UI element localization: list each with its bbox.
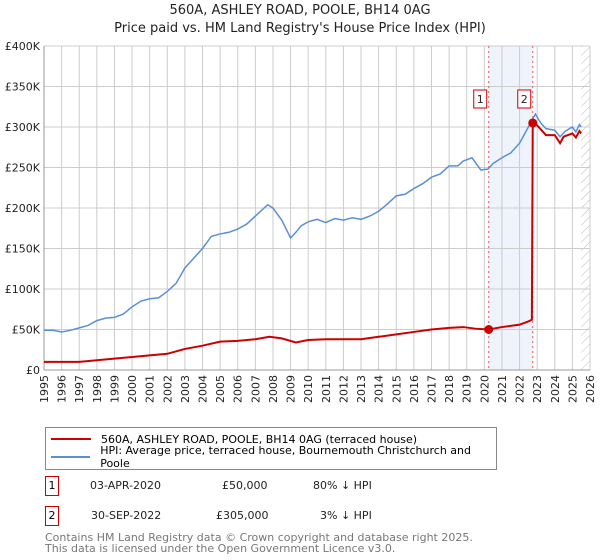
y-tick-label: £100K <box>5 283 41 296</box>
sale-label: 1 <box>477 93 484 106</box>
x-tick-label: 2017 <box>425 375 438 403</box>
legend: 560A, ASHLEY ROAD, POOLE, BH14 0AG (terr… <box>45 427 497 470</box>
footer-licence: This data is licensed under the Open Gov… <box>45 542 396 555</box>
price-paid-line <box>44 121 583 363</box>
chart-subtitle: Price paid vs. HM Land Registry's House … <box>114 21 486 36</box>
x-tick-label: 1999 <box>108 375 121 403</box>
sale-price: £305,000 <box>216 509 269 522</box>
y-tick-label: £350K <box>5 81 41 94</box>
sale-hpi-diff: 3% ↓ HPI <box>320 509 372 522</box>
y-tick-label: £400K <box>5 40 41 53</box>
x-tick-label: 2002 <box>161 375 174 403</box>
legend-label-property: 560A, ASHLEY ROAD, POOLE, BH14 0AG (terr… <box>101 432 418 446</box>
x-tick-label: 2012 <box>337 375 350 403</box>
y-tick-label: £250K <box>5 162 41 175</box>
x-tick-label: 2010 <box>302 375 315 403</box>
x-tick-label: 2006 <box>232 375 245 403</box>
x-tick-label: 2008 <box>267 375 280 403</box>
x-tick-label: 2022 <box>514 375 527 403</box>
y-tick-label: £0 <box>26 364 40 377</box>
legend-blue-line <box>51 456 91 458</box>
x-tick-label: 2024 <box>549 375 562 403</box>
sale-price: £50,000 <box>222 479 268 492</box>
x-tick-label: 2025 <box>566 375 579 403</box>
x-tick-label: 1998 <box>91 375 104 403</box>
legend-red-line <box>51 438 91 440</box>
x-tick-label: 2019 <box>461 375 474 403</box>
sale-label-box <box>473 89 488 109</box>
x-tick-label: 2007 <box>249 375 262 403</box>
x-tick-label: 2023 <box>531 375 544 403</box>
x-tick-label: 2009 <box>285 375 298 403</box>
sale-date: 03-APR-2020 <box>90 479 162 492</box>
x-tick-label: 2015 <box>390 375 403 403</box>
footer-copyright: Contains HM Land Registry data © Crown c… <box>45 531 473 544</box>
sale-point <box>484 325 494 334</box>
x-tick-label: 2000 <box>126 375 139 403</box>
sale-point <box>528 118 538 128</box>
y-tick-label: £50K <box>12 324 41 337</box>
sale-hpi-diff: 80% ↓ HPI <box>313 479 372 492</box>
x-tick-label: 1996 <box>56 375 69 403</box>
legend-label-hpi: HPI: Average price, terraced house, Bour… <box>100 444 471 470</box>
x-tick-label: 2004 <box>197 375 210 403</box>
sale-label: 2 <box>521 93 528 106</box>
x-tick-label: 2026 <box>584 375 597 403</box>
x-tick-label: 2016 <box>408 375 421 403</box>
x-tick-label: 2021 <box>496 375 509 403</box>
x-tick-label: 1995 <box>38 375 51 403</box>
x-tick-label: 2011 <box>320 375 333 403</box>
sale-label-box <box>517 89 532 109</box>
sale-date: 30-SEP-2022 <box>91 509 162 522</box>
x-tick-label: 2014 <box>373 375 386 403</box>
y-tick-label: £200K <box>5 202 41 215</box>
hpi-line <box>44 112 582 333</box>
chart-title: 560A, ASHLEY ROAD, POOLE, BH14 0AG <box>169 3 431 18</box>
x-tick-label: 2013 <box>355 375 368 403</box>
sale-marker-badge: 1 <box>45 476 59 496</box>
x-tick-label: 2020 <box>478 375 491 403</box>
x-tick-label: 2003 <box>179 375 192 403</box>
y-tick-label: £300K <box>5 121 41 134</box>
price-chart: 1995 1996 1997 1998 1999 2000 2001 2002 2003 2004… <box>5 40 597 403</box>
x-tick-label: 2018 <box>443 375 456 403</box>
x-tick-label: 2001 <box>144 375 157 403</box>
x-tick-label: 2005 <box>214 375 227 403</box>
x-tick-label: 1997 <box>73 375 86 403</box>
y-tick-label: £150K <box>5 243 41 256</box>
sale-marker-badge: 2 <box>45 506 59 526</box>
